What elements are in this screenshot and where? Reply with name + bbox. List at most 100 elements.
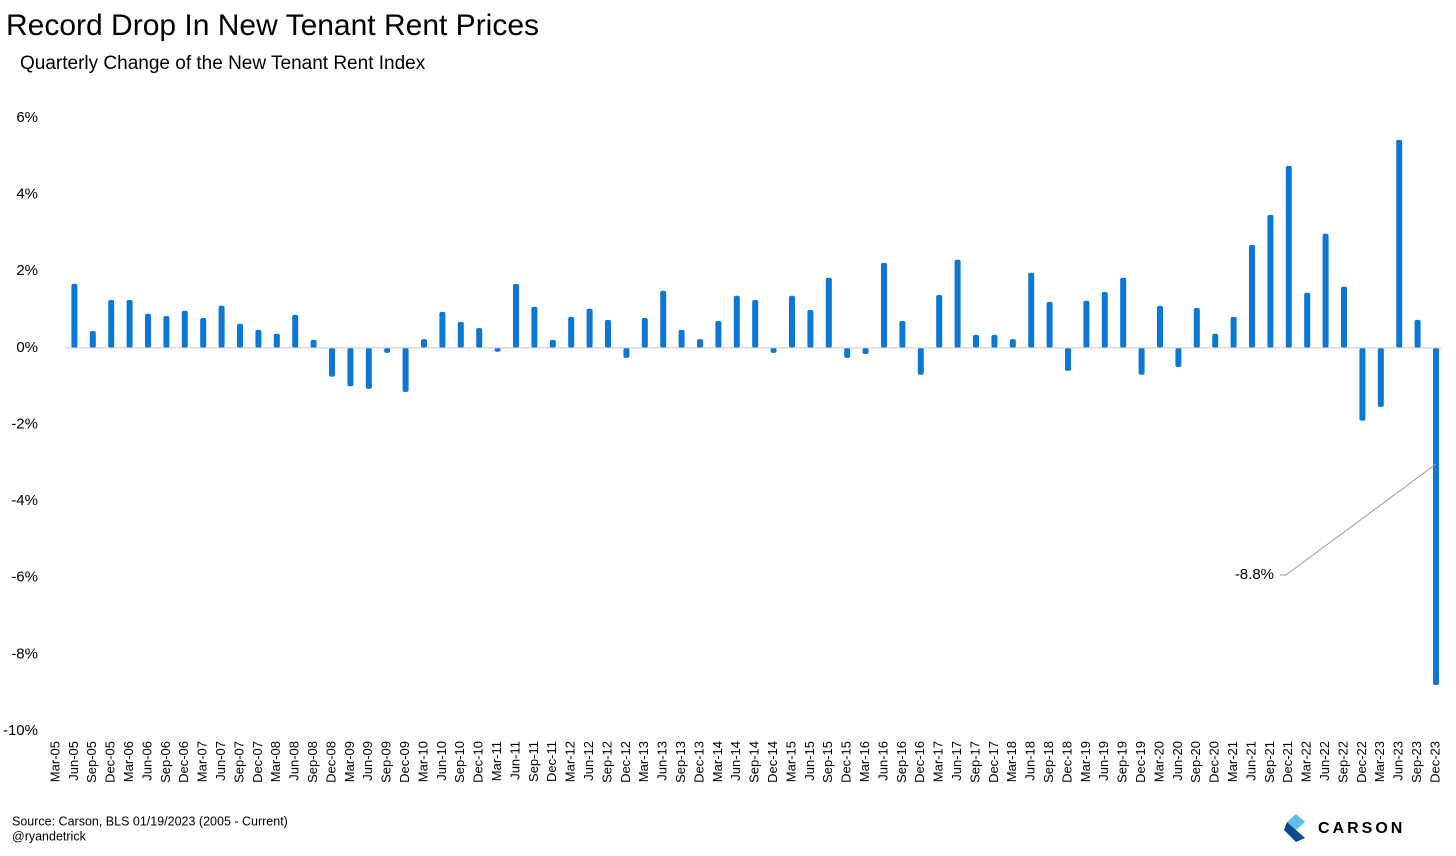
y-tick-label: 4% <box>16 186 38 203</box>
y-tick-label: -4% <box>11 492 38 509</box>
bar <box>752 299 759 348</box>
x-tick-label: Dec-15 <box>839 741 854 783</box>
value-label: -8.8% <box>1235 566 1274 583</box>
bar <box>108 299 115 348</box>
x-tick-label: Dec-09 <box>397 741 412 783</box>
x-tick-label: Jun-16 <box>875 741 890 781</box>
bar <box>881 262 887 348</box>
x-tick-label: Jun-07 <box>213 741 228 781</box>
bar <box>292 314 299 348</box>
bar <box>126 299 133 348</box>
bar <box>1377 347 1384 407</box>
bar <box>917 347 924 375</box>
x-tick-label: Sep-11 <box>526 741 541 782</box>
y-tick-label: -2% <box>11 415 38 432</box>
x-tick-label: Mar-09 <box>342 741 357 782</box>
bar <box>310 339 317 348</box>
x-tick-label: Jun-21 <box>1243 741 1258 781</box>
bar <box>733 295 740 348</box>
bar <box>1046 301 1053 348</box>
x-tick-label: Sep-06 <box>158 741 173 783</box>
bar <box>936 295 943 348</box>
x-tick-label: Sep-07 <box>231 741 246 783</box>
x-tick-label: Mar-14 <box>710 741 725 782</box>
bar <box>1193 308 1200 348</box>
bar <box>1065 347 1071 371</box>
x-tick-label: Mar-15 <box>783 741 798 782</box>
bar <box>899 321 906 348</box>
bar <box>476 327 483 348</box>
x-tick-label: Mar-20 <box>1151 741 1166 782</box>
bar <box>273 333 280 348</box>
bar <box>1396 139 1403 348</box>
x-tick-label: Sep-17 <box>967 741 982 783</box>
bar <box>439 311 446 348</box>
x-tick-label: Dec-07 <box>250 741 265 783</box>
x-tick-label: Dec-22 <box>1354 741 1369 783</box>
x-tick-label: Dec-08 <box>323 741 338 783</box>
bar <box>641 317 648 348</box>
bar <box>513 283 519 348</box>
x-tick-label: Sep-16 <box>894 741 909 783</box>
x-tick-label: Jun-13 <box>655 741 670 781</box>
bar <box>457 321 464 348</box>
y-tick-label: 0% <box>16 339 38 356</box>
x-tick-label: Sep-21 <box>1262 741 1277 783</box>
x-tick-label: Sep-12 <box>599 741 614 783</box>
bar <box>1433 347 1439 686</box>
x-tick-label: Sep-10 <box>452 741 467 783</box>
bar <box>954 259 961 348</box>
x-tick-label: Sep-09 <box>379 741 394 783</box>
x-tick-label: Dec-16 <box>912 741 927 783</box>
bar <box>71 283 78 348</box>
leader-line <box>1280 463 1437 576</box>
x-tick-label: Dec-06 <box>176 741 191 783</box>
x-tick-label: Dec-12 <box>618 741 633 783</box>
bar <box>623 347 630 358</box>
y-tick-label: 2% <box>16 262 38 279</box>
x-tick-label: Dec-23 <box>1427 741 1442 783</box>
bar <box>163 316 170 348</box>
bar <box>807 309 814 348</box>
bar <box>770 347 777 353</box>
x-tick-label: Mar-06 <box>121 741 136 782</box>
x-tick-label: Mar-11 <box>489 741 504 781</box>
x-tick-label: Mar-10 <box>415 741 430 782</box>
x-tick-label: Mar-07 <box>195 741 210 782</box>
x-tick-label: Jun-23 <box>1391 741 1406 781</box>
x-tick-label: Dec-05 <box>103 741 118 783</box>
x-tick-label: Jun-11 <box>507 741 522 780</box>
x-tick-label: Dec-11 <box>544 741 559 782</box>
bar <box>862 347 869 355</box>
x-tick-label: Mar-21 <box>1225 741 1240 782</box>
bar <box>549 339 556 348</box>
bar <box>384 347 391 353</box>
x-tick-label: Jun-15 <box>802 741 817 781</box>
bar <box>660 290 667 348</box>
x-tick-label: Jun-09 <box>360 741 375 781</box>
bar <box>255 329 262 348</box>
x-tick-label: Sep-22 <box>1335 741 1350 783</box>
x-tick-label: Mar-17 <box>931 741 946 782</box>
x-tick-label: Dec-21 <box>1280 741 1295 783</box>
x-tick-label: Sep-08 <box>305 741 320 783</box>
bar <box>825 277 832 348</box>
bar <box>991 334 998 348</box>
y-tick-label: -8% <box>11 645 38 662</box>
x-tick-label: Sep-15 <box>820 741 835 783</box>
bar <box>402 347 409 392</box>
x-tick-label: Sep-20 <box>1188 741 1203 783</box>
x-tick-label: Mar-22 <box>1299 741 1314 782</box>
source-note: Source: Carson, BLS 01/19/2023 (2005 - C… <box>12 814 288 828</box>
x-tick-label: Dec-13 <box>691 741 706 783</box>
logo: CARSON <box>1284 814 1402 842</box>
x-tick-label: Jun-14 <box>728 741 743 781</box>
bar <box>237 323 243 348</box>
logo-mark <box>1284 822 1305 842</box>
bar <box>1285 165 1292 348</box>
x-tick-label: Mar-05 <box>47 741 62 782</box>
bar <box>697 339 703 348</box>
x-tick-label: Jun-10 <box>434 741 449 781</box>
bar <box>973 334 979 348</box>
bar <box>329 347 335 377</box>
